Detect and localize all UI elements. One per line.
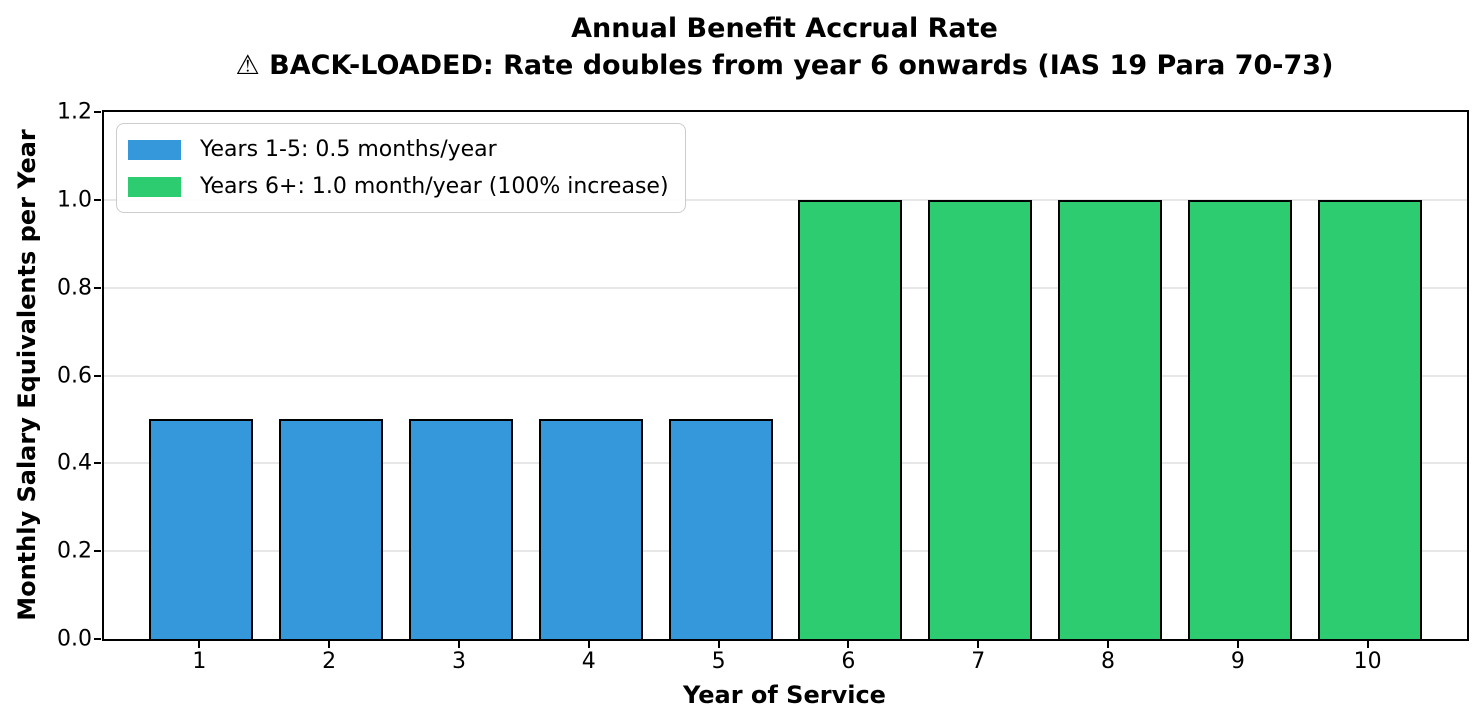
x-tick-label: 3 (451, 649, 466, 674)
y-tick-label: 0.8 (57, 275, 92, 301)
gridline (104, 550, 1467, 553)
x-tick-mark (977, 641, 980, 648)
x-tick-mark (328, 641, 331, 648)
gridline (104, 462, 1467, 465)
x-tick-label: 6 (841, 649, 856, 674)
y-tick-mark (94, 111, 101, 113)
x-tick-label: 10 (1353, 649, 1382, 674)
bar-year-9 (1187, 199, 1292, 639)
x-tick-mark (1366, 641, 1369, 648)
legend-label: Years 6+: 1.0 month/year (100% increase) (200, 174, 669, 199)
y-tick-mark (94, 198, 101, 201)
x-tick-label: 7 (971, 649, 986, 674)
legend-swatch (128, 176, 181, 197)
x-tick-mark (587, 641, 590, 648)
bar-year-10 (1317, 199, 1422, 639)
legend: Years 1-5: 0.5 months/year Years 6+: 1.0 … (116, 123, 686, 213)
x-axis-ticks: 1 2 3 4 5 6 7 8 9 10 (102, 641, 1467, 681)
y-tick-mark (94, 374, 101, 377)
y-tick-mark (94, 462, 101, 465)
bar-year-5 (668, 419, 773, 639)
y-tick-label: 0.6 (57, 363, 92, 388)
x-tick-mark (457, 641, 460, 648)
chart-title: Annual Benefit Accrual Rate (571, 13, 998, 44)
legend-label: Years 1-5: 0.5 months/year (200, 137, 497, 162)
legend-entry: Years 6+: 1.0 month/year (100% increase) (128, 174, 669, 199)
x-tick-label: 9 (1230, 649, 1245, 674)
y-tick-label: 0.0 (57, 626, 92, 652)
y-tick-label: 1.0 (57, 187, 92, 213)
gridline (104, 198, 1467, 201)
x-axis-label: Year of Service (683, 681, 886, 709)
bar-year-6 (798, 199, 903, 639)
x-tick-label: 5 (711, 649, 726, 674)
x-tick-mark (1236, 641, 1239, 648)
chart-subtitle: ⚠ BACK-LOADED: Rate doubles from year 6 … (235, 50, 1334, 81)
gridline (104, 374, 1467, 377)
bar-year-2 (279, 419, 384, 639)
bar-year-7 (928, 199, 1033, 639)
y-tick-mark (94, 638, 101, 640)
bar-year-3 (409, 419, 513, 639)
y-tick-label: 1.2 (57, 99, 92, 125)
x-tick-mark (198, 641, 201, 648)
title-block: Annual Benefit Accrual Rate ⚠ BACK-LOADE… (102, 10, 1467, 84)
y-tick-mark (94, 550, 101, 553)
gridline (104, 286, 1467, 289)
x-tick-label: 4 (581, 649, 596, 674)
x-tick-label: 1 (192, 649, 207, 674)
x-tick-label: 8 (1101, 649, 1116, 674)
legend-entry: Years 1-5: 0.5 months/year (128, 137, 669, 162)
y-axis-ticks: 0.0 0.2 0.4 0.6 0.8 1.0 1.2 (0, 100, 101, 652)
legend-swatch (128, 139, 181, 160)
bar-year-1 (149, 419, 254, 639)
y-tick-label: 0.4 (57, 450, 92, 476)
plot-area: Years 1-5: 0.5 months/year Years 6+: 1.0 … (102, 110, 1469, 641)
bar-year-4 (538, 419, 643, 639)
y-tick-mark (94, 286, 101, 289)
x-tick-label: 2 (322, 649, 337, 674)
bar-year-8 (1058, 199, 1162, 639)
x-tick-mark (1107, 641, 1110, 648)
x-tick-mark (717, 641, 720, 648)
y-tick-label: 0.2 (57, 538, 92, 564)
x-tick-mark (847, 641, 850, 648)
